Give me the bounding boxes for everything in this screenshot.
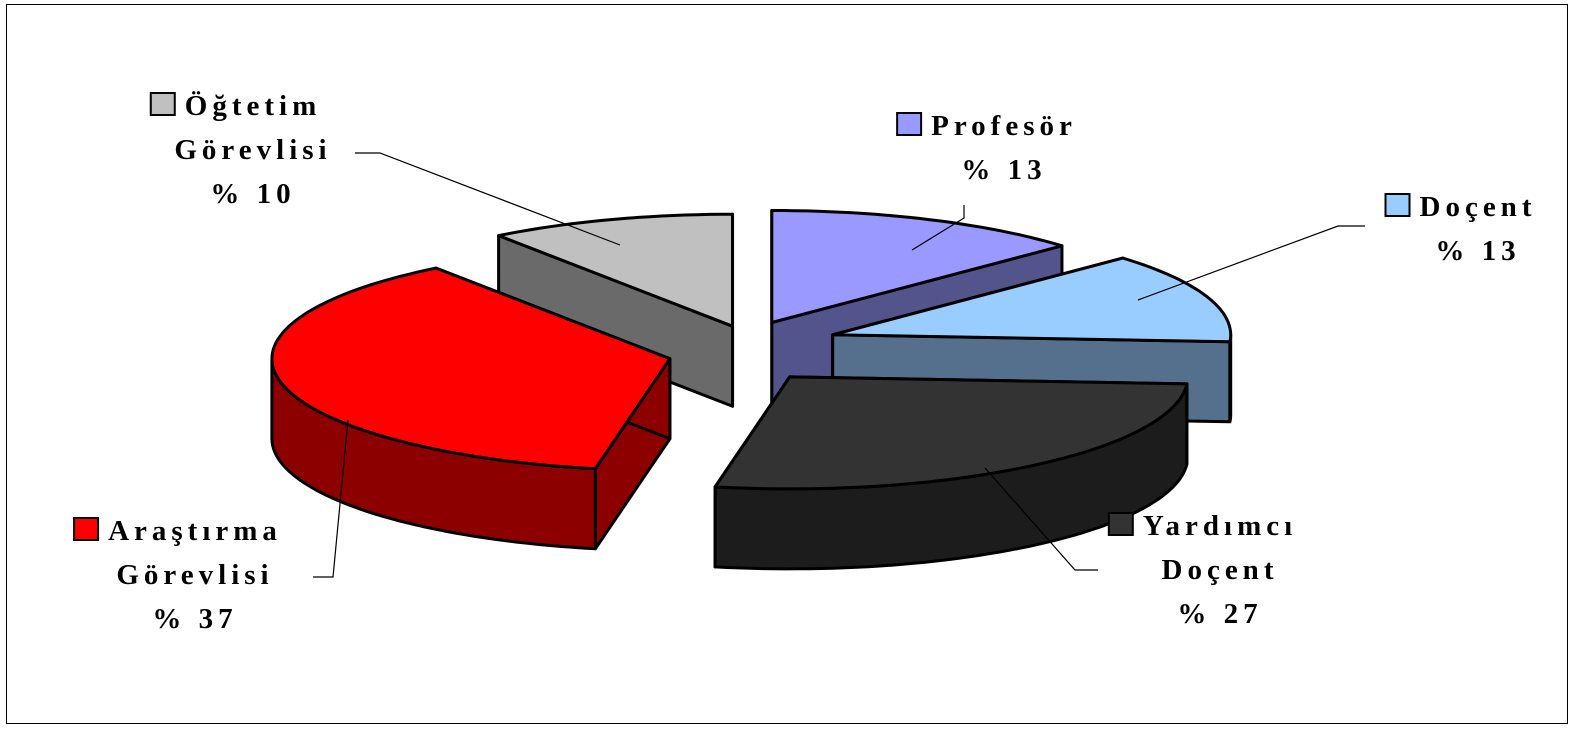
slice-name-0-0: Profesör	[931, 110, 1077, 142]
slice-label-4: Öğtetim Görevlisi % 10	[149, 90, 331, 210]
legend-key-1	[1384, 193, 1411, 217]
slice-1-side	[1228, 333, 1233, 424]
slice-percent-2: % 27	[1177, 598, 1262, 630]
legend-key-4	[149, 92, 176, 116]
slice-2	[713, 375, 1189, 571]
leader-line-4	[355, 152, 621, 246]
leader-line-3	[313, 419, 349, 578]
pie-slices	[270, 208, 1233, 571]
slice-percent-3: % 37	[152, 603, 237, 635]
slice-name-4-1: Görevlisi	[174, 134, 331, 166]
slice-name-1-0: Doçent	[1420, 191, 1537, 223]
slice-label-3: Araştırma Görevlisi % 37	[73, 515, 282, 635]
legend-key-3	[73, 517, 100, 541]
slice-3	[270, 266, 672, 551]
slice-0-top	[770, 209, 1064, 324]
slice-percent-0: % 13	[961, 154, 1046, 186]
legend-key-2	[1107, 512, 1134, 536]
leader-line-0	[911, 205, 965, 251]
slice-percent-4: % 10	[210, 178, 295, 210]
slice-3-top	[270, 266, 672, 471]
slice-name-2-0: Yardımcı	[1143, 510, 1297, 542]
slice-1-top	[831, 256, 1233, 344]
slice-name-2-1: Doçent	[1162, 554, 1279, 586]
slice-name-4-0: Öğtetim	[185, 90, 321, 122]
leader-lines	[313, 152, 1365, 578]
slice-name-3-1: Görevlisi	[116, 559, 273, 591]
slice-name-3-0: Araştırma	[108, 515, 282, 547]
slice-label-0: Profesör % 13	[896, 110, 1077, 186]
slice-4-top	[497, 212, 734, 328]
slice-label-1: Doçent % 13	[1384, 191, 1537, 267]
leader-line-2	[984, 467, 1098, 571]
slice-labels: Profesör % 13 Doçent % 13 Yardımcı Doçent % 27…	[73, 90, 1537, 635]
legend-key-0	[896, 112, 923, 136]
slice-label-2: Yardımcı Doçent % 27	[1107, 510, 1297, 630]
leader-line-1	[1137, 225, 1365, 301]
slice-2-top	[713, 375, 1189, 491]
slice-percent-1: % 13	[1435, 235, 1520, 267]
